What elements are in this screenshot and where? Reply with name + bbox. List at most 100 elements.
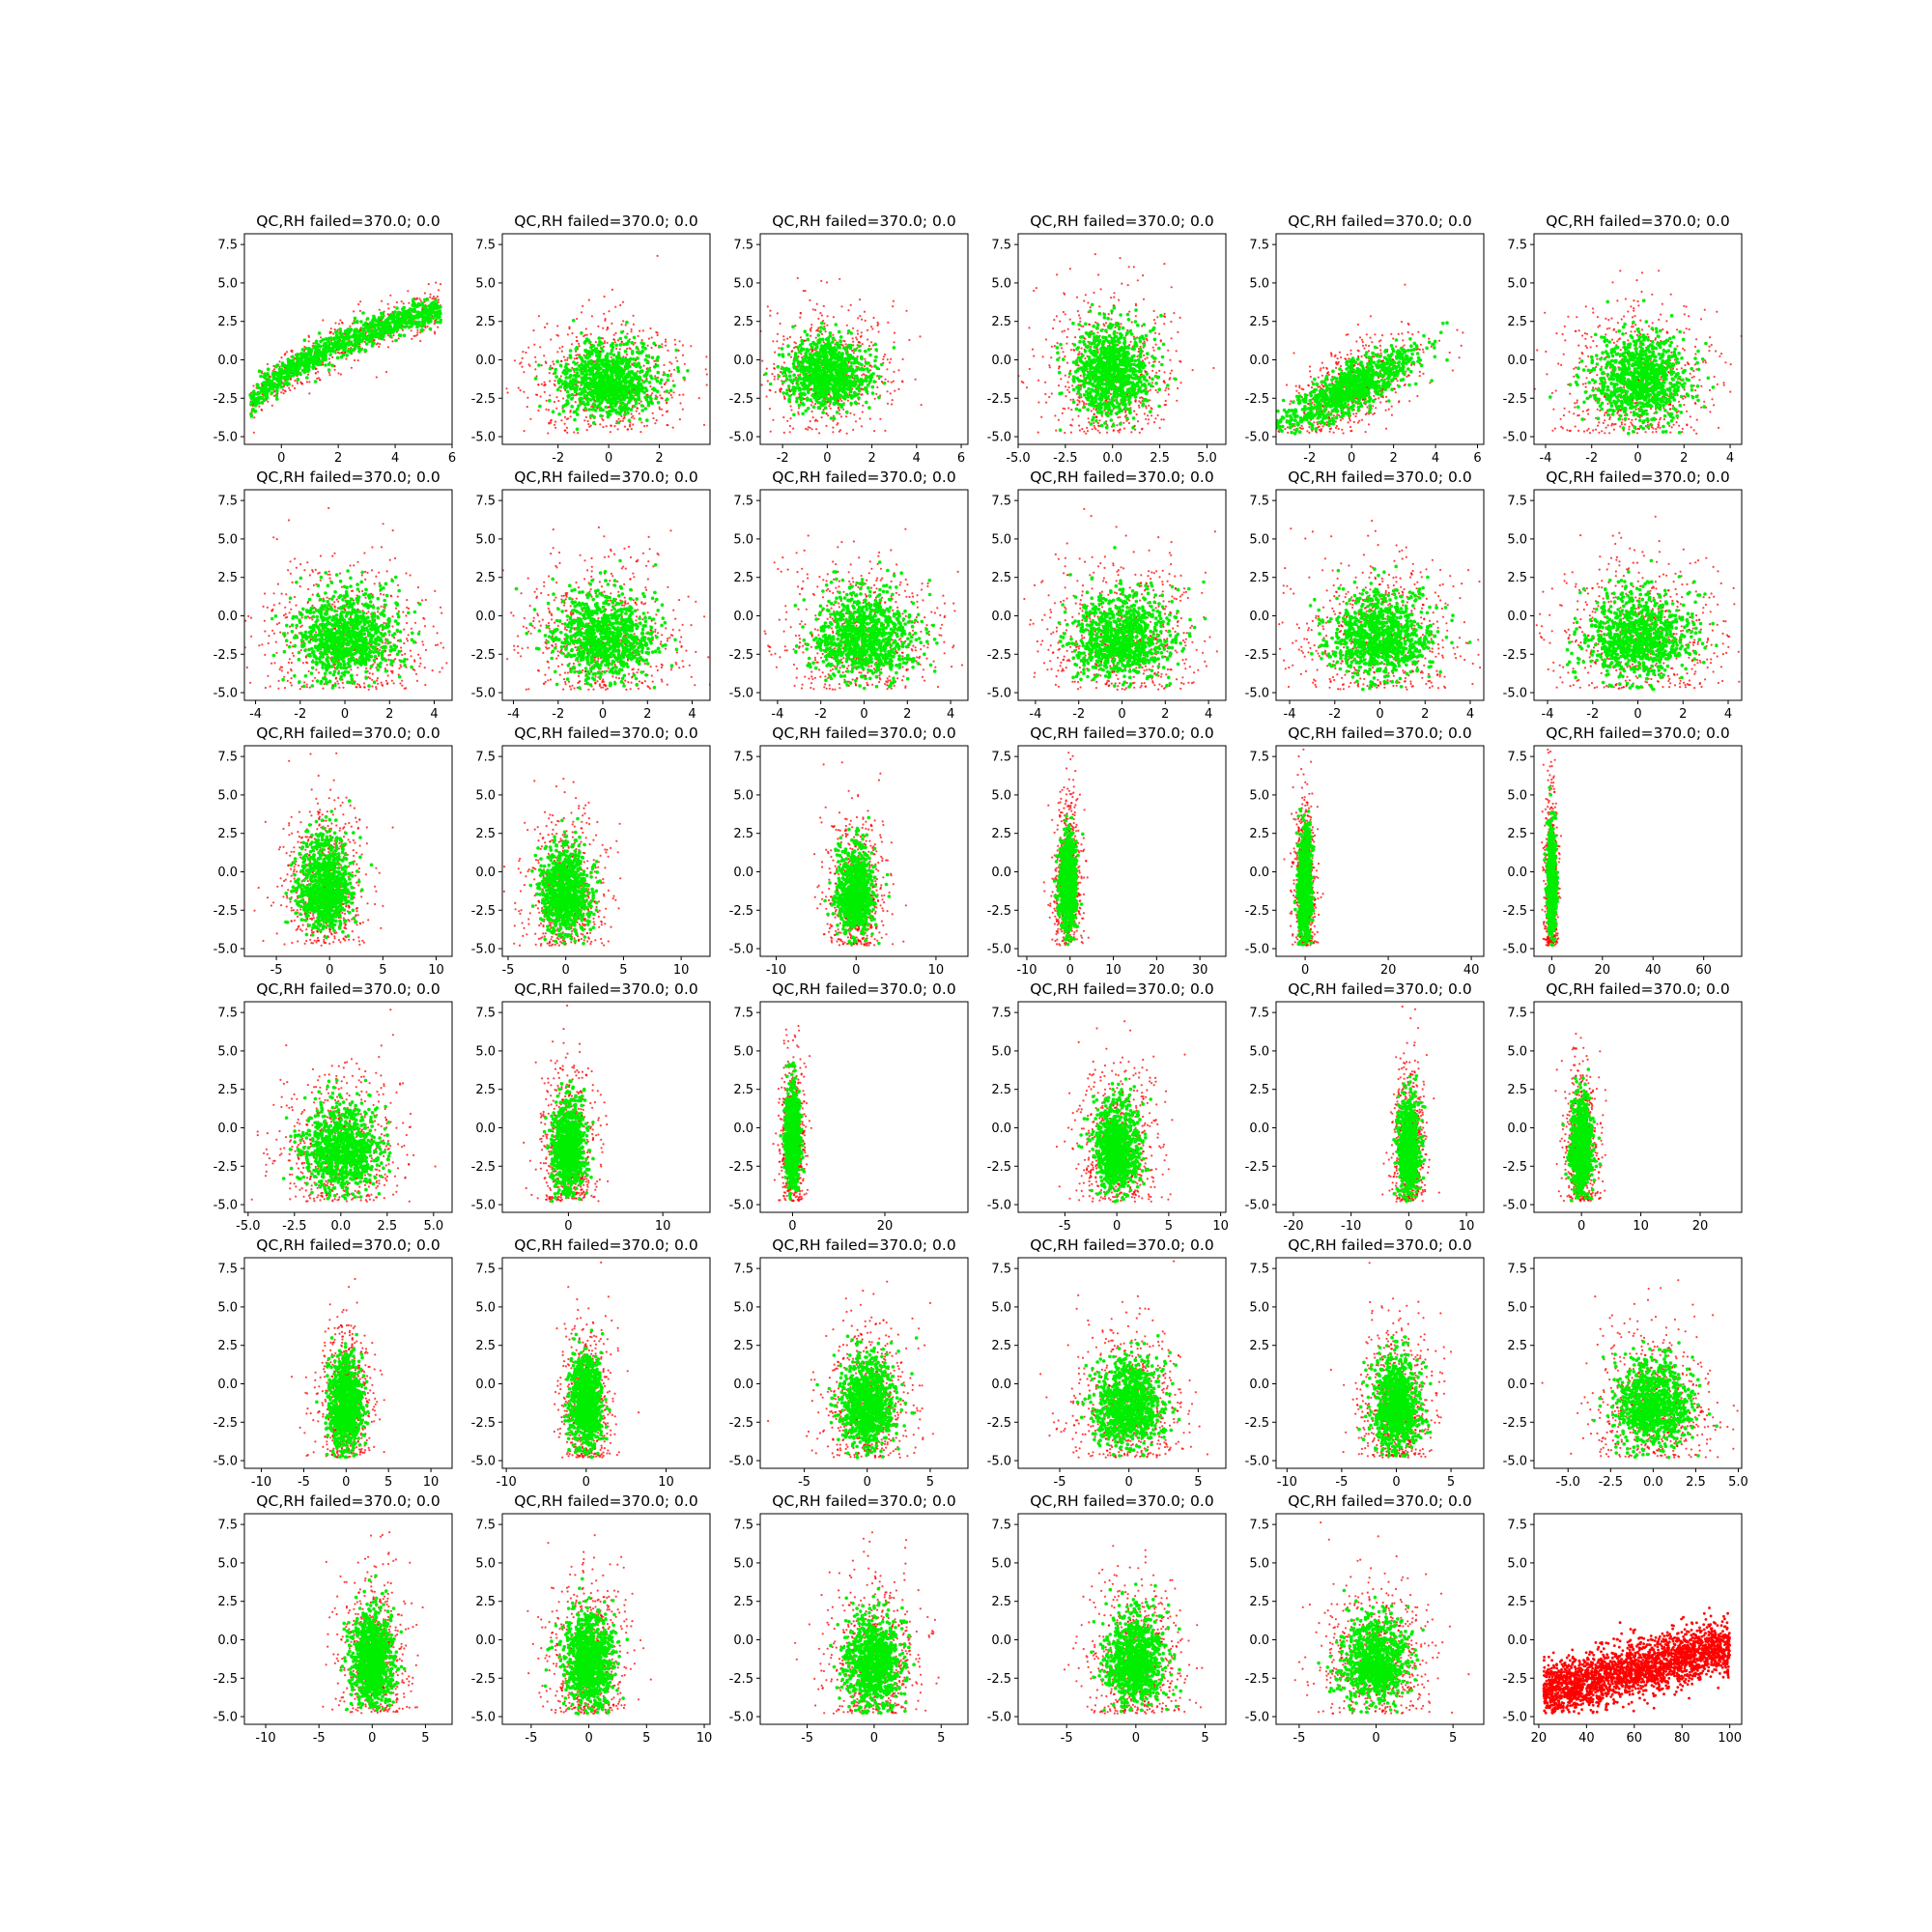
data-point-pass <box>626 407 631 411</box>
data-point-pass <box>836 345 840 349</box>
data-point-pass <box>318 360 322 364</box>
data-point-pass <box>374 319 379 323</box>
data-point-pass <box>802 403 806 407</box>
data-point-failed <box>570 343 574 346</box>
data-point-failed <box>772 418 775 421</box>
data-point-failed <box>294 386 297 390</box>
data-point-pass <box>818 329 822 333</box>
data-point-failed <box>654 344 658 347</box>
data-point-failed <box>1025 386 1029 389</box>
data-point-failed <box>782 338 785 341</box>
data-point-pass <box>565 389 570 394</box>
data-point-failed <box>676 359 679 362</box>
data-point-failed <box>553 362 555 366</box>
data-point-pass <box>831 336 836 341</box>
data-point-failed <box>329 330 332 333</box>
data-point-failed <box>766 380 769 383</box>
data-point-failed <box>1064 431 1066 435</box>
data-point-failed <box>651 392 654 395</box>
data-point-failed <box>626 332 629 335</box>
data-point-failed <box>566 333 570 336</box>
data-point-pass <box>628 395 633 399</box>
data-point-failed <box>867 338 869 341</box>
data-point-pass <box>629 408 634 412</box>
data-point-failed <box>589 332 592 335</box>
data-point-failed <box>410 329 412 332</box>
y-tick-label: 2.5 <box>733 315 753 329</box>
data-point-pass <box>580 371 584 376</box>
data-point-failed <box>260 408 263 412</box>
data-point-pass <box>857 388 862 393</box>
data-point-pass <box>805 332 810 337</box>
data-point-failed <box>890 403 894 406</box>
data-point-failed <box>1041 355 1044 358</box>
data-point-failed <box>327 357 330 360</box>
data-point-pass <box>607 359 611 363</box>
data-point-failed <box>278 360 281 363</box>
y-tick-label: 5.0 <box>217 276 238 291</box>
data-point-pass <box>641 342 646 346</box>
data-point-failed <box>358 309 361 312</box>
data-point-pass <box>853 374 858 379</box>
data-point-pass <box>579 402 582 406</box>
y-tick-label: -2.5 <box>471 392 496 407</box>
data-point-failed <box>826 324 829 327</box>
data-point-pass <box>359 339 363 343</box>
data-point-failed <box>668 369 671 372</box>
data-point-pass <box>802 381 807 385</box>
y-tick-label: 0.0 <box>733 354 753 368</box>
data-point-failed <box>629 425 632 428</box>
data-point-pass <box>819 326 823 329</box>
data-point-failed <box>339 373 342 376</box>
data-point-failed <box>886 402 890 405</box>
data-point-failed <box>845 373 848 376</box>
data-point-failed <box>602 418 605 422</box>
data-point-pass <box>832 416 837 421</box>
data-point-failed <box>920 404 923 407</box>
data-point-pass <box>578 387 582 391</box>
data-point-pass <box>867 348 871 352</box>
data-point-failed <box>857 317 860 320</box>
data-point-pass <box>599 366 603 371</box>
data-point-failed <box>614 331 617 334</box>
data-point-pass <box>363 349 368 353</box>
data-point-pass <box>554 367 557 372</box>
data-point-failed <box>402 302 405 305</box>
data-point-pass <box>374 334 378 339</box>
data-point-pass <box>608 385 612 389</box>
data-point-pass <box>570 392 575 397</box>
data-point-pass <box>838 370 842 375</box>
data-point-pass <box>426 314 430 319</box>
data-point-pass <box>607 400 611 405</box>
data-point-failed <box>554 420 557 423</box>
data-point-failed <box>841 344 844 347</box>
data-point-pass <box>249 394 253 399</box>
data-point-pass <box>846 394 850 399</box>
data-point-pass <box>809 362 812 366</box>
y-tick-label: -5.0 <box>471 431 496 445</box>
data-point-failed <box>813 403 817 406</box>
data-point-pass <box>829 351 833 355</box>
data-point-pass <box>289 369 294 374</box>
data-point-pass <box>554 375 558 379</box>
data-point-failed <box>871 327 874 330</box>
data-point-pass <box>260 385 264 390</box>
data-point-pass <box>857 396 861 400</box>
data-point-failed <box>817 317 820 320</box>
data-point-failed <box>661 397 664 400</box>
data-point-pass <box>606 375 611 379</box>
data-point-pass <box>415 315 420 320</box>
data-point-failed <box>861 411 864 413</box>
data-point-pass <box>257 369 262 374</box>
data-point-failed <box>340 351 344 354</box>
data-point-failed <box>415 333 418 336</box>
data-point-pass <box>279 367 284 372</box>
data-point-failed <box>773 367 776 370</box>
data-point-pass <box>797 403 802 408</box>
data-point-failed <box>386 334 389 337</box>
data-point-pass <box>264 387 269 392</box>
data-point-failed <box>317 370 320 373</box>
data-point-failed <box>548 372 551 375</box>
data-point-pass <box>836 388 840 393</box>
